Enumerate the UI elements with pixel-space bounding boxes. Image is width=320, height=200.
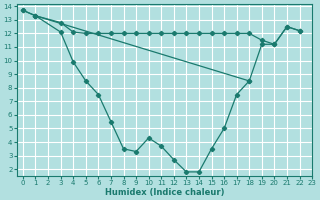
- X-axis label: Humidex (Indice chaleur): Humidex (Indice chaleur): [105, 188, 224, 197]
